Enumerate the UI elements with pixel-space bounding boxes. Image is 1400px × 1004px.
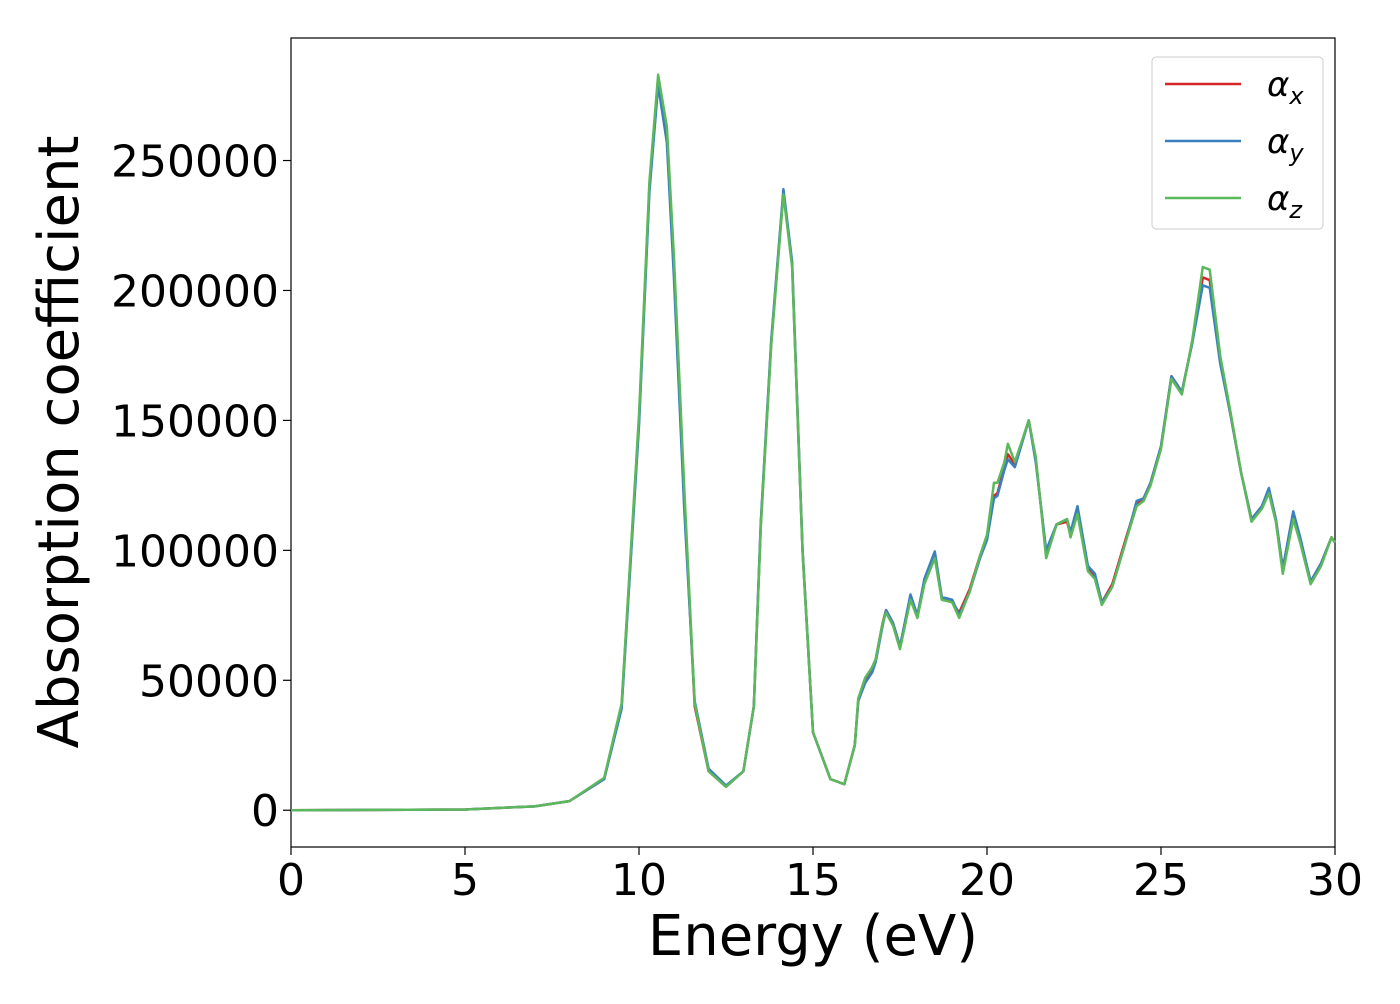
series-line xyxy=(290,73,1337,812)
legend-label: αx xyxy=(1267,65,1304,110)
x-tick-label: 15 xyxy=(785,855,841,906)
legend-label: αz xyxy=(1267,179,1303,224)
x-tick-label: 5 xyxy=(451,855,479,906)
y-tick-label: 250000 xyxy=(111,137,279,188)
y-tick-label: 0 xyxy=(251,786,279,837)
x-tick-label: 25 xyxy=(1133,855,1189,906)
y-tick-label: 150000 xyxy=(111,396,279,447)
y-tick-label: 200000 xyxy=(111,266,279,317)
x-axis-label: Energy (eV) xyxy=(648,904,978,969)
legend-label: αy xyxy=(1267,122,1304,167)
y-tick-label: 50000 xyxy=(139,656,279,707)
legend-box xyxy=(1151,56,1324,230)
x-tick-label: 0 xyxy=(277,855,305,906)
x-tick-label: 20 xyxy=(959,855,1015,906)
x-tick-label: 10 xyxy=(611,855,667,906)
y-axis-label: Absorption coefficient xyxy=(27,136,92,749)
x-tick-label: 30 xyxy=(1307,855,1363,906)
y-tick-label: 100000 xyxy=(111,526,279,577)
